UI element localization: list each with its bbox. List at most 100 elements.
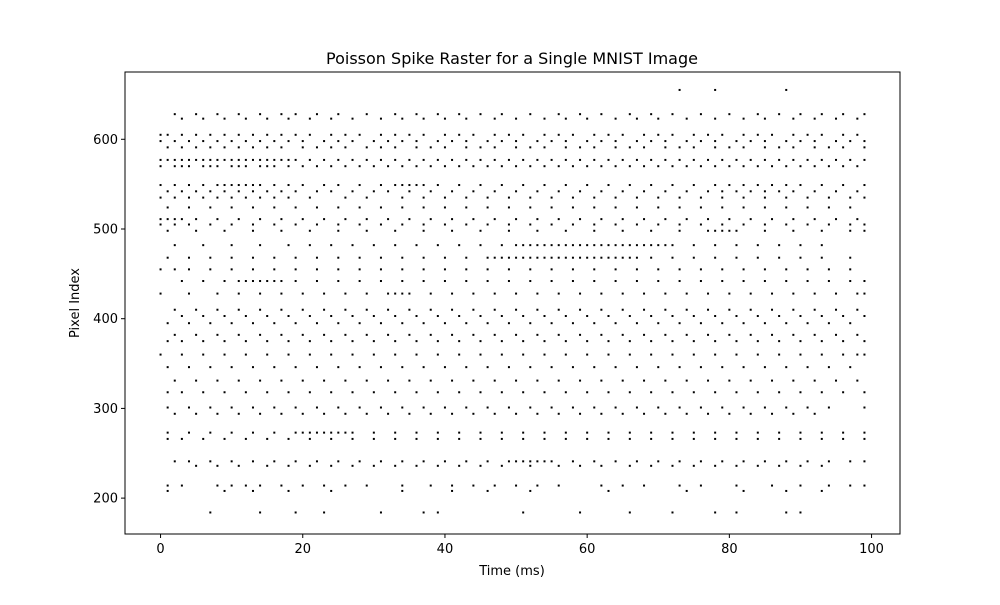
spike-point	[415, 140, 418, 143]
spike-point	[792, 412, 795, 415]
spike-point	[223, 133, 226, 136]
spike-point	[614, 117, 617, 120]
spike-point	[251, 223, 254, 226]
spike-point	[315, 322, 318, 325]
spike-point	[806, 280, 809, 283]
spike-point	[493, 256, 496, 259]
spike-point	[600, 333, 603, 336]
spike-point	[408, 158, 411, 161]
spike-point	[721, 196, 724, 199]
spike-point	[166, 322, 169, 325]
spike-point	[323, 431, 326, 434]
spike-point	[351, 464, 354, 467]
spike-point	[785, 511, 788, 514]
spike-point	[244, 437, 247, 440]
spike-point	[685, 218, 688, 221]
spike-point	[835, 308, 838, 311]
spike-point	[443, 165, 446, 168]
spike-point	[280, 484, 283, 487]
spike-point	[635, 196, 638, 199]
spike-point	[714, 140, 717, 143]
spike-point	[827, 322, 830, 325]
spike-point	[358, 460, 361, 463]
spike-point	[173, 140, 176, 143]
spike-point	[379, 511, 382, 514]
spike-point	[372, 340, 375, 343]
spike-point	[856, 379, 859, 382]
spike-point	[550, 406, 553, 409]
spike-point	[223, 353, 226, 356]
spike-point	[593, 223, 596, 226]
spike-point	[593, 366, 596, 369]
spike-point	[415, 165, 418, 168]
spike-point	[607, 256, 610, 259]
spike-point	[635, 366, 638, 369]
spike-point	[472, 308, 475, 311]
spike-point	[422, 223, 425, 226]
spike-point	[657, 268, 660, 271]
spike-point	[365, 196, 368, 199]
spike-point	[394, 158, 397, 161]
spike-point	[294, 190, 297, 193]
spike-point	[323, 158, 326, 161]
spike-point	[678, 366, 681, 369]
spike-point	[244, 484, 247, 487]
spike-point	[173, 158, 176, 161]
spike-point	[835, 158, 838, 161]
spike-point	[273, 280, 276, 283]
spike-point	[835, 333, 838, 336]
spike-point	[387, 165, 390, 168]
spike-point	[657, 244, 660, 247]
spike-point	[315, 223, 318, 226]
spike-point	[515, 218, 518, 221]
spike-point	[330, 146, 333, 149]
spike-point	[436, 511, 439, 514]
spike-point	[628, 256, 631, 259]
spike-point	[586, 117, 589, 120]
spike-point	[806, 322, 809, 325]
spike-point	[692, 340, 695, 343]
spike-point	[237, 412, 240, 415]
spike-point	[714, 437, 717, 440]
spike-point	[401, 484, 404, 487]
spike-point	[187, 256, 190, 259]
spike-point	[657, 165, 660, 168]
spike-point	[401, 489, 404, 492]
spike-point	[564, 256, 567, 259]
spike-point	[372, 315, 375, 318]
spike-point	[415, 315, 418, 318]
spike-point	[806, 366, 809, 369]
spike-point	[714, 353, 717, 356]
spike-point	[586, 184, 589, 187]
spike-point	[223, 229, 226, 232]
spike-point	[749, 292, 752, 295]
spike-point	[472, 190, 475, 193]
spike-point	[230, 256, 233, 259]
spike-point	[294, 366, 297, 369]
spike-point	[536, 308, 539, 311]
spike-point	[522, 340, 525, 343]
spike-point	[813, 190, 816, 193]
spike-point	[216, 218, 219, 221]
spike-point	[785, 280, 788, 283]
spike-point	[237, 158, 240, 161]
spike-point	[742, 165, 745, 168]
spike-point	[699, 322, 702, 325]
spike-point	[273, 140, 276, 143]
spike-point	[536, 412, 539, 415]
spike-point	[699, 113, 702, 116]
spike-point	[529, 268, 532, 271]
spike-point	[835, 190, 838, 193]
spike-point	[628, 340, 631, 343]
spike-point	[543, 256, 546, 259]
spike-point	[209, 223, 212, 226]
spike-point	[387, 379, 390, 382]
spike-point	[337, 280, 340, 283]
spike-point	[600, 484, 603, 487]
spike-point	[685, 165, 688, 168]
spike-point	[735, 431, 738, 434]
spike-point	[543, 133, 546, 136]
spike-point	[209, 406, 212, 409]
spike-point	[166, 406, 169, 409]
spike-point	[344, 292, 347, 295]
